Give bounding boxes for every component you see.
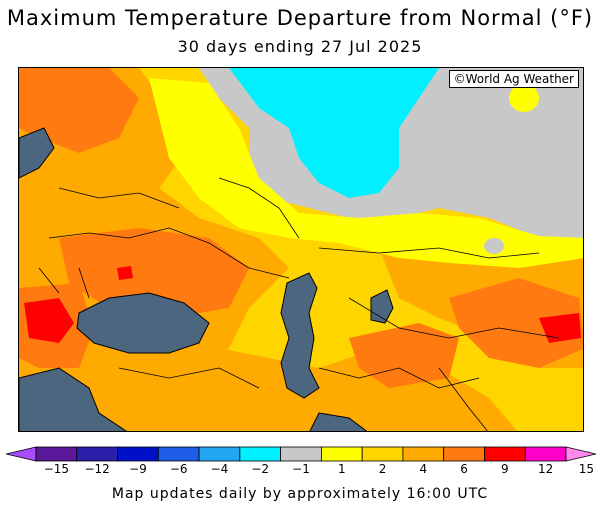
border-line-1: [58, 187, 180, 209]
legend-tick-label: −15: [43, 462, 70, 476]
border-line-6: [318, 367, 480, 389]
map-area-darkorange-ukraine: [59, 228, 249, 318]
map-title: Maximum Temperature Departure from Norma…: [6, 6, 594, 30]
map-area-red-hotspot-west: [24, 298, 74, 343]
border-line-10: [38, 267, 90, 299]
persian-gulf: [309, 412, 368, 431]
legend-ticks: −15 −12 −9 −6 −4 −2 −1 1 2 4 6 9 12 15: [0, 462, 600, 478]
legend-tick-label: 15: [578, 462, 595, 476]
legend-tick-label: 9: [501, 462, 509, 476]
country-borders: [38, 177, 560, 431]
border-line-5: [348, 297, 560, 339]
legend-arrow-low: [6, 446, 37, 462]
border-line-9: [218, 177, 300, 239]
map-area-red-hotspot-small: [117, 266, 133, 280]
legend-tick-label: −2: [251, 462, 270, 476]
legend-swatch: [157, 446, 200, 462]
map-area-gray-spot: [484, 238, 504, 254]
legend-tick-label: 2: [378, 462, 387, 476]
border-line-3: [208, 242, 290, 279]
legend-swatch: [443, 446, 485, 462]
border-line-7: [118, 367, 260, 389]
mediterranean-sea: [19, 367, 127, 431]
legend-tick-label: −6: [169, 462, 188, 476]
legend-swatch: [484, 446, 526, 462]
legend-tick-label: −1: [292, 462, 310, 476]
temperature-map: ©World Ag Weather: [18, 67, 584, 432]
map-area-darkorange-east: [449, 278, 583, 368]
border-line-8: [438, 367, 488, 431]
legend-tick-label: −12: [84, 462, 110, 476]
map-area-darkorange-northwest: [19, 68, 139, 153]
baltic-sea: [19, 127, 55, 179]
legend-tick-label: 6: [460, 462, 468, 476]
legend-swatch: [76, 446, 118, 462]
legend-tick-label: 12: [537, 462, 554, 476]
legend-swatch: [117, 446, 159, 462]
black-sea: [76, 292, 210, 354]
map-credit: ©World Ag Weather: [448, 70, 579, 88]
map-area-red-hotspot-east: [539, 313, 581, 343]
legend-swatch: [239, 446, 282, 462]
legend-tick-label: 1: [337, 462, 346, 476]
legend-swatch: [280, 446, 322, 462]
border-line-2: [48, 227, 210, 244]
caspian-sea: [280, 272, 320, 399]
legend-swatch: [35, 446, 78, 462]
legend-swatch: [320, 446, 363, 462]
legend-arrow-high: [565, 446, 596, 462]
map-area-yellow-spot-1: [207, 150, 251, 186]
legend-swatch: [361, 446, 404, 462]
map-area-yellow-north: [149, 78, 583, 268]
legend-swatch: [524, 446, 567, 462]
map-canvas: [19, 68, 583, 431]
legend-swatch: [402, 446, 445, 462]
map-area-cyan-cold: [229, 68, 439, 198]
map-footer: Map updates daily by approximately 16:00…: [111, 486, 489, 502]
legend-tick-label: −4: [210, 462, 229, 476]
legend-tick-label: 4: [419, 462, 428, 476]
color-legend: [6, 446, 596, 462]
map-area-darkorange-asia: [349, 323, 459, 388]
border-line-4: [318, 247, 540, 259]
legend-swatch: [198, 446, 241, 462]
map-subtitle: 30 days ending 27 Jul 2025: [177, 37, 423, 56]
legend-tick-label: −9: [129, 462, 147, 476]
map-area-yellow-spot-2: [509, 84, 539, 112]
